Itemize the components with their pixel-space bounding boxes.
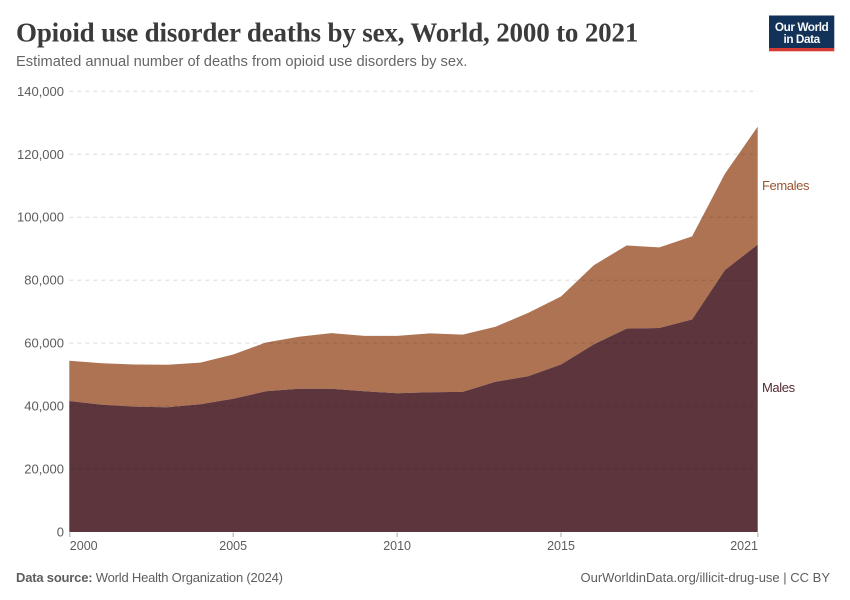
svg-text:2000: 2000 bbox=[70, 539, 98, 553]
svg-text:0: 0 bbox=[57, 525, 64, 540]
svg-text:in Data: in Data bbox=[784, 32, 821, 46]
svg-text:20,000: 20,000 bbox=[24, 462, 64, 477]
svg-text:OurWorldinData.org/illicit-dru: OurWorldinData.org/illicit-drug-use | CC… bbox=[581, 570, 831, 585]
svg-text:2010: 2010 bbox=[383, 539, 411, 553]
svg-text:120,000: 120,000 bbox=[17, 147, 64, 162]
svg-text:2021: 2021 bbox=[730, 539, 758, 553]
svg-text:Estimated annual number of dea: Estimated annual number of deaths from o… bbox=[16, 54, 467, 70]
svg-text:2005: 2005 bbox=[219, 539, 247, 553]
svg-text:140,000: 140,000 bbox=[17, 84, 64, 99]
svg-text:40,000: 40,000 bbox=[24, 399, 64, 414]
svg-text:Males: Males bbox=[762, 380, 796, 395]
svg-text:60,000: 60,000 bbox=[24, 336, 64, 351]
svg-text:80,000: 80,000 bbox=[24, 273, 64, 288]
svg-text:100,000: 100,000 bbox=[17, 210, 64, 225]
svg-text:2015: 2015 bbox=[547, 539, 575, 553]
svg-text:Our World: Our World bbox=[775, 20, 829, 34]
svg-text:Data source: World Health Orga: Data source: World Health Organization (… bbox=[16, 570, 283, 585]
svg-text:Opioid use disorder deaths by: Opioid use disorder deaths by sex, World… bbox=[16, 18, 638, 48]
svg-text:Females: Females bbox=[762, 178, 810, 193]
